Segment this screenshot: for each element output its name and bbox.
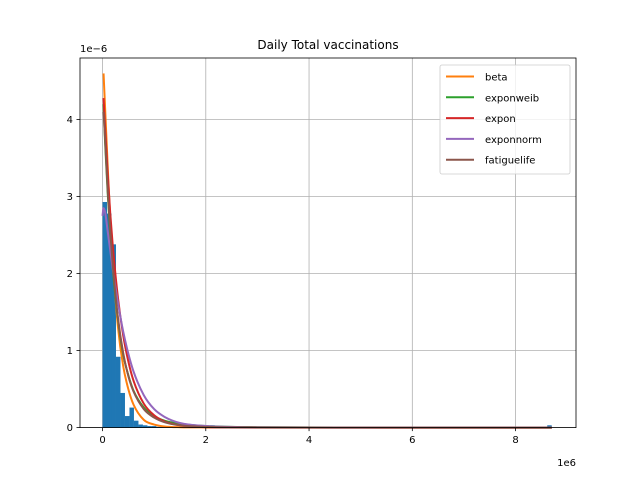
histogram-bar (547, 425, 552, 428)
histogram-bar (120, 392, 125, 428)
histogram-bar (142, 425, 148, 428)
histogram-bar (129, 407, 134, 428)
legend: beta exponweib expon exponnorm fatiguelife (439, 64, 571, 175)
x-axis-ticks: 0 2 4 6 8 (99, 427, 519, 446)
y-tick-label: 3 (67, 192, 73, 203)
legend-label-exponweib: exponweib (485, 93, 539, 104)
chart-title: Daily Total vaccinations (257, 38, 398, 52)
x-offset-label: 1e6 (557, 458, 576, 469)
histogram-bar (102, 201, 108, 428)
histogram-bar (124, 416, 130, 428)
y-axis-ticks: 0 1 2 3 4 (67, 115, 80, 434)
histogram-bar (115, 356, 121, 428)
x-tick-label: 4 (306, 435, 312, 446)
legend-label-exponnorm: exponnorm (485, 135, 542, 146)
histogram-bar (133, 420, 139, 428)
legend-box (439, 64, 571, 175)
y-offset-label: 1e−6 (80, 44, 107, 55)
y-tick-label: 4 (67, 115, 73, 126)
histogram-bar (107, 213, 112, 428)
histogram-bar (111, 244, 116, 428)
histogram-bar (147, 426, 152, 428)
x-tick-label: 0 (99, 435, 105, 446)
y-tick-label: 2 (67, 269, 73, 280)
plot-frame (79, 57, 577, 429)
legend-label-expon: expon (485, 114, 516, 125)
x-tick-label: 8 (512, 435, 518, 446)
legend-label-beta: beta (485, 73, 508, 84)
y-tick-label: 0 (67, 423, 73, 434)
x-tick-label: 2 (203, 435, 209, 446)
histogram-bar (138, 424, 143, 428)
legend-label-fatiguelife: fatiguelife (485, 156, 535, 167)
y-tick-label: 1 (67, 346, 73, 357)
x-tick-label: 6 (409, 435, 415, 446)
histogram-bar (151, 426, 157, 428)
